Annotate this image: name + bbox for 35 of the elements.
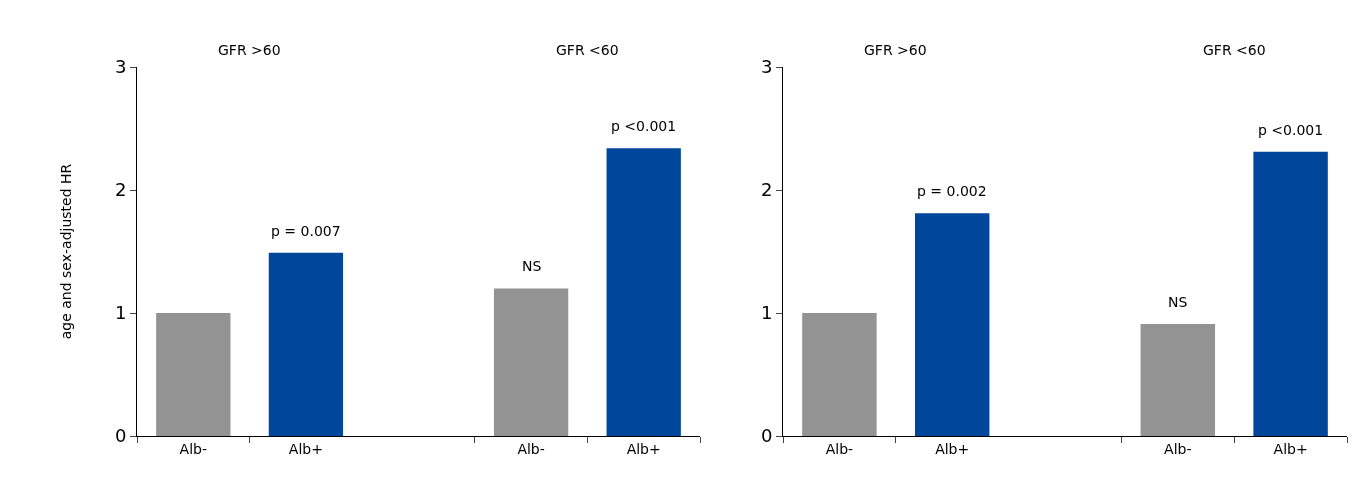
y-tick-label: 3 — [114, 56, 127, 78]
annotation: p = 0.002 — [917, 183, 987, 199]
annotation: NS — [522, 258, 542, 274]
bar — [493, 288, 569, 436]
y-tick-label: 1 — [760, 302, 773, 324]
x-tick-label: Alb- — [517, 440, 545, 457]
annotation: p <0.001 — [1258, 122, 1324, 138]
x-tick-label: Alb+ — [1273, 440, 1308, 457]
bar — [914, 213, 990, 436]
y-tick-label: 0 — [114, 425, 127, 447]
annotation: p = 0.007 — [271, 223, 341, 239]
y-tick-label: 2 — [760, 179, 773, 201]
y-tick-label: 2 — [114, 179, 127, 201]
x-tick-label: Alb- — [1164, 440, 1192, 457]
text: GFR <60 — [1203, 42, 1266, 58]
bar — [1253, 151, 1328, 436]
annotation: p <0.001 — [611, 118, 677, 134]
bar — [802, 313, 877, 436]
bar — [156, 313, 231, 436]
y-tick-label: 0 — [760, 425, 773, 447]
x-tick-label: Alb+ — [288, 440, 323, 457]
text: GFR >60 — [864, 42, 927, 58]
y-tick-label: 3 — [760, 56, 773, 78]
x-tick-label: Alb+ — [626, 440, 661, 457]
text: GFR <60 — [556, 42, 619, 58]
bar — [268, 252, 344, 436]
y-axis-title: age and sex-adjusted HR — [57, 163, 74, 340]
x-tick-label: Alb- — [825, 440, 854, 457]
bar — [1140, 324, 1216, 436]
y-tick-label: 1 — [114, 302, 127, 324]
text: GFR >60 — [218, 42, 281, 58]
x-tick-label: Alb+ — [935, 440, 970, 457]
bar — [606, 148, 681, 436]
x-tick-label: Alb- — [179, 440, 207, 457]
annotation: NS — [1168, 294, 1188, 310]
